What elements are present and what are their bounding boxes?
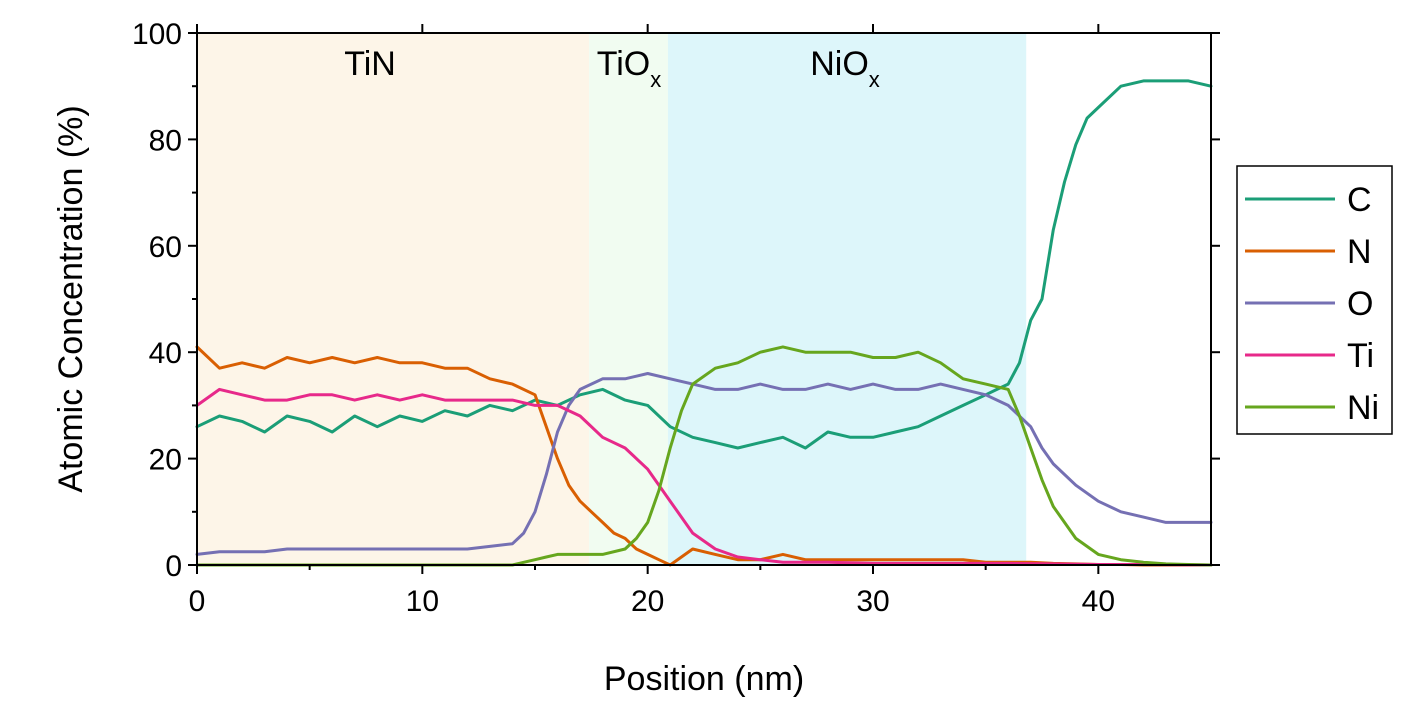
legend-label-n: N xyxy=(1347,233,1372,271)
x-tick-label: 10 xyxy=(406,585,439,618)
region-band-2 xyxy=(667,33,1027,565)
series-line-c xyxy=(195,79,1213,450)
region-band-0 xyxy=(197,33,590,565)
x-tick-label: 30 xyxy=(856,585,889,618)
series-lines xyxy=(195,79,1213,567)
region-label-2: NiOx xyxy=(810,45,880,92)
series-line-ni xyxy=(195,345,1213,567)
y-tick-label: 100 xyxy=(132,18,182,51)
x-tick-label: 0 xyxy=(189,585,206,618)
legend-label-ni: Ni xyxy=(1347,389,1379,427)
x-tick-label: 20 xyxy=(631,585,664,618)
y-tick-label: 0 xyxy=(165,550,182,583)
legend: CNO Ti Ni xyxy=(1236,165,1393,435)
region-band-1 xyxy=(589,33,668,565)
x-axis-title: Position (nm) xyxy=(604,660,804,698)
region-label-1: TiOx xyxy=(597,45,662,92)
region-label-0: TiN xyxy=(344,45,396,83)
legend-box xyxy=(1236,165,1393,435)
y-tick-label: 60 xyxy=(149,231,182,264)
series-line-o xyxy=(195,372,1213,556)
axes: 0 10 20 30 40 0 20 40 60 80 100 xyxy=(132,18,1220,618)
legend-label-ti: Ti xyxy=(1347,337,1374,375)
region-labels: TiN TiOx NiOx xyxy=(344,45,880,92)
y-tick-label: 40 xyxy=(149,337,182,370)
composition-regions xyxy=(197,33,1027,565)
x-tick-label: 40 xyxy=(1082,585,1115,618)
legend-label-c: C xyxy=(1347,181,1372,219)
y-tick-label: 80 xyxy=(149,124,182,157)
y-axis-title: Atomic Concentration (%) xyxy=(52,105,90,492)
y-tick-label: 20 xyxy=(149,444,182,477)
series-line-ti xyxy=(195,387,1213,567)
legend-label-o: O xyxy=(1347,285,1373,323)
